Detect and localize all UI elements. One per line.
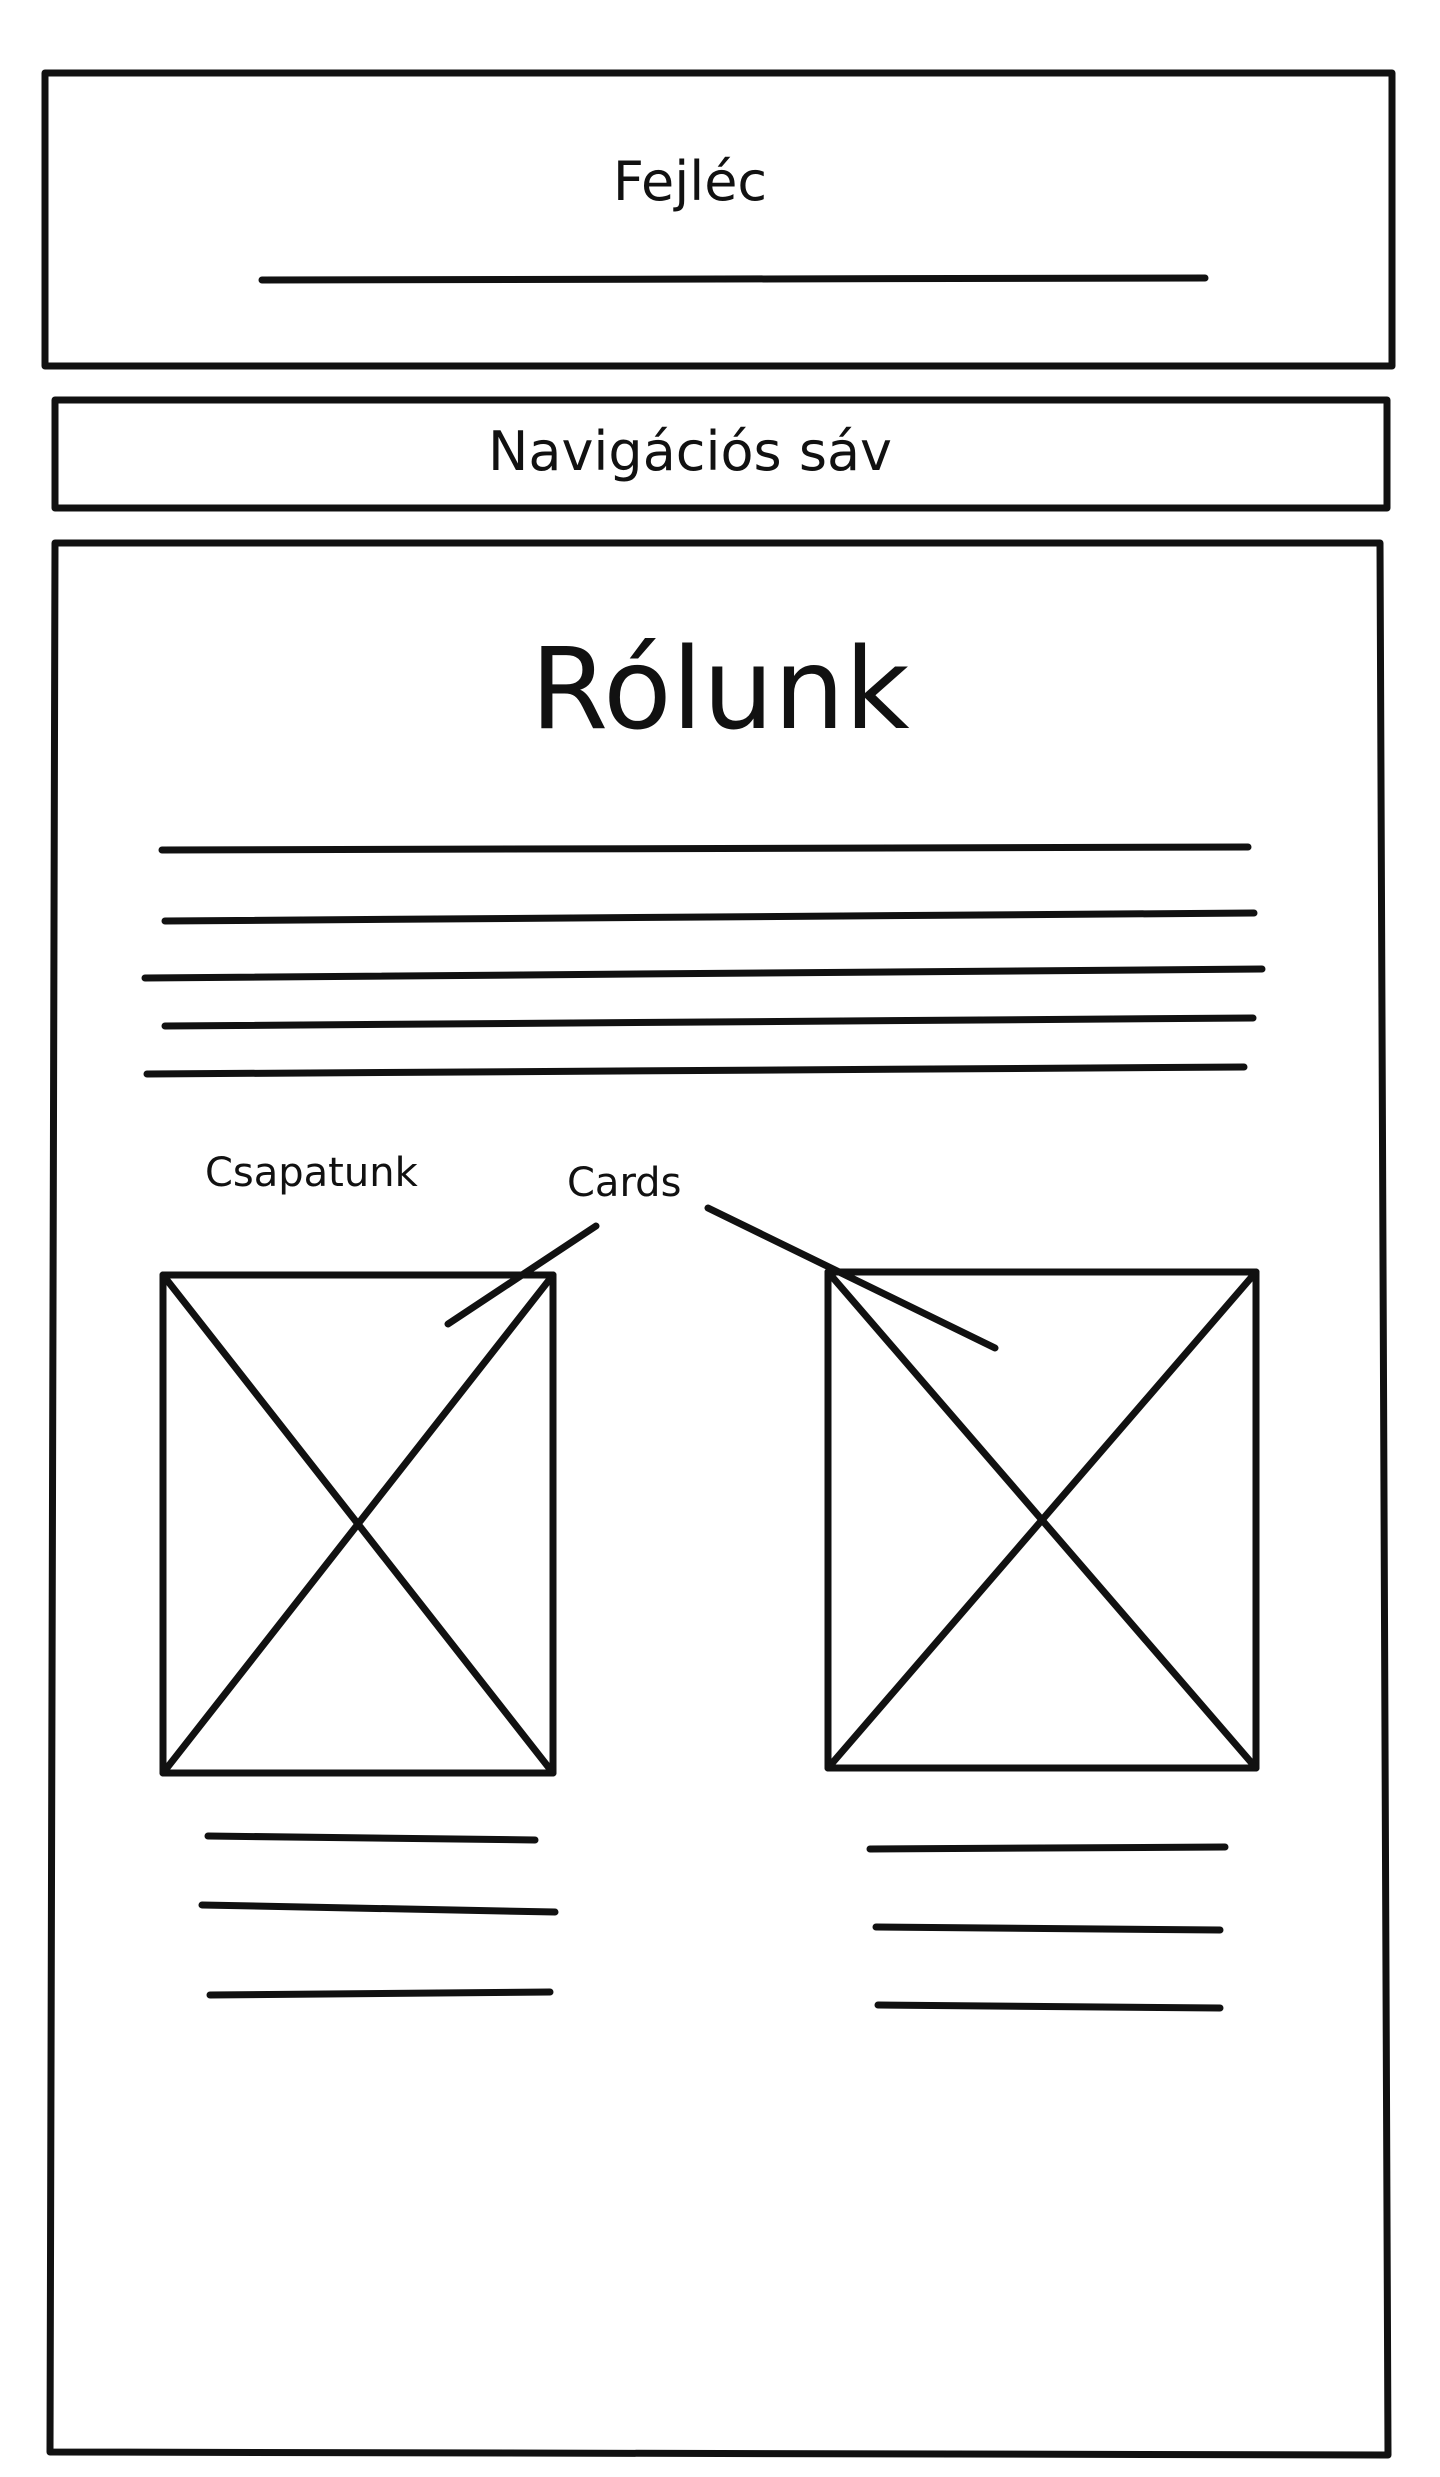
right-card-text-line [866, 1843, 1229, 1853]
team-label: Csapatunk [205, 1150, 418, 1196]
about-text-line [143, 1063, 1248, 1078]
navigation-bar [51, 396, 1391, 512]
left-card-text-line [206, 1988, 554, 1999]
cards-annotation-pointer-right [704, 1204, 999, 1352]
about-text-line [158, 843, 1252, 854]
header-box [41, 69, 1396, 370]
about-text-line [161, 909, 1258, 925]
header-text-placeholder-line [258, 274, 1209, 284]
about-text-line [161, 1014, 1257, 1030]
left-card-image-placeholder [159, 1271, 557, 1777]
right-card-text-line [872, 1923, 1224, 1934]
navigation-label: Navigációs sáv [487, 420, 893, 483]
right-card-image-diagonal [824, 1268, 1260, 1772]
left-card-text-line [204, 1832, 539, 1844]
right-card-text-line [874, 2001, 1224, 2012]
header-title: Fejléc [612, 150, 768, 213]
main-content-box [46, 539, 1392, 2459]
cards-label: Cards [567, 1160, 682, 1206]
about-text-line [141, 965, 1266, 982]
right-card-image-placeholder [824, 1268, 1260, 1772]
left-card-image-diagonal [159, 1271, 557, 1777]
about-title: Rólunk [530, 625, 910, 755]
left-card-text-line [198, 1901, 559, 1916]
